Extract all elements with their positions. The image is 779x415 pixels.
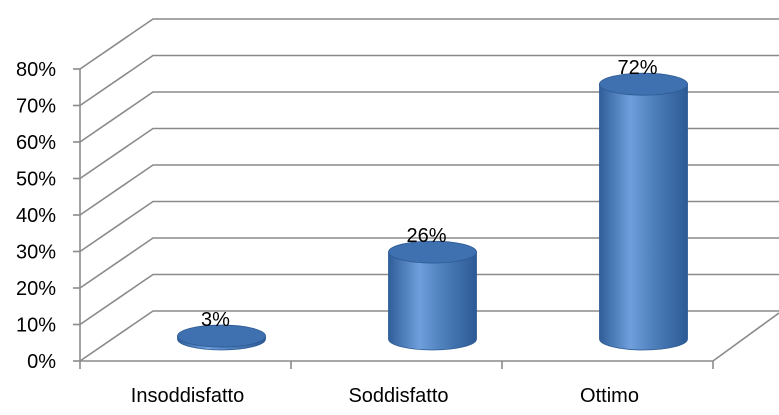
bar-top [177, 324, 266, 348]
bar-body [599, 83, 688, 351]
axis-layer [73, 68, 779, 369]
bar-insoddisfatto [177, 324, 266, 351]
data-label: 26% [406, 225, 446, 247]
grid-layer [79, 18, 779, 362]
y-tick-label: 50% [16, 169, 56, 191]
gridline-60 [79, 91, 779, 143]
gridline-10 [79, 273, 779, 326]
bar-ottimo [599, 72, 688, 351]
x-category-label: Ottimo [580, 385, 639, 407]
gridline-70 [79, 54, 779, 107]
y-tick-label: 10% [16, 315, 56, 337]
gridline-50 [79, 127, 779, 180]
gridline-0 [79, 310, 779, 362]
y-tick-label: 80% [16, 59, 56, 81]
label-layer: 0% 10% 20% 30% 40% 50% 60% 70% 80% 3% Insoddisfatt… [16, 57, 658, 407]
gridline-20 [79, 237, 779, 289]
y-tick-label: 20% [16, 278, 56, 300]
bar-top [599, 72, 688, 96]
bar-layer [177, 72, 688, 351]
bar-body [388, 251, 477, 351]
y-tick-label: 0% [27, 351, 56, 373]
x-category-label: Insoddisfatto [131, 385, 244, 407]
y-tick-label: 30% [16, 242, 56, 264]
gridline-40 [79, 164, 779, 216]
gridline-30 [79, 200, 779, 253]
bar-soddisfatto [388, 240, 477, 351]
bar-top [388, 240, 477, 264]
x-category-label: Soddisfatto [348, 385, 448, 407]
data-label: 72% [617, 57, 657, 79]
data-label: 3% [201, 309, 230, 331]
y-tick-label: 40% [16, 205, 56, 227]
y-tick-label: 70% [16, 96, 56, 118]
y-tick-label: 60% [16, 132, 56, 154]
gridline-80 [79, 18, 779, 70]
